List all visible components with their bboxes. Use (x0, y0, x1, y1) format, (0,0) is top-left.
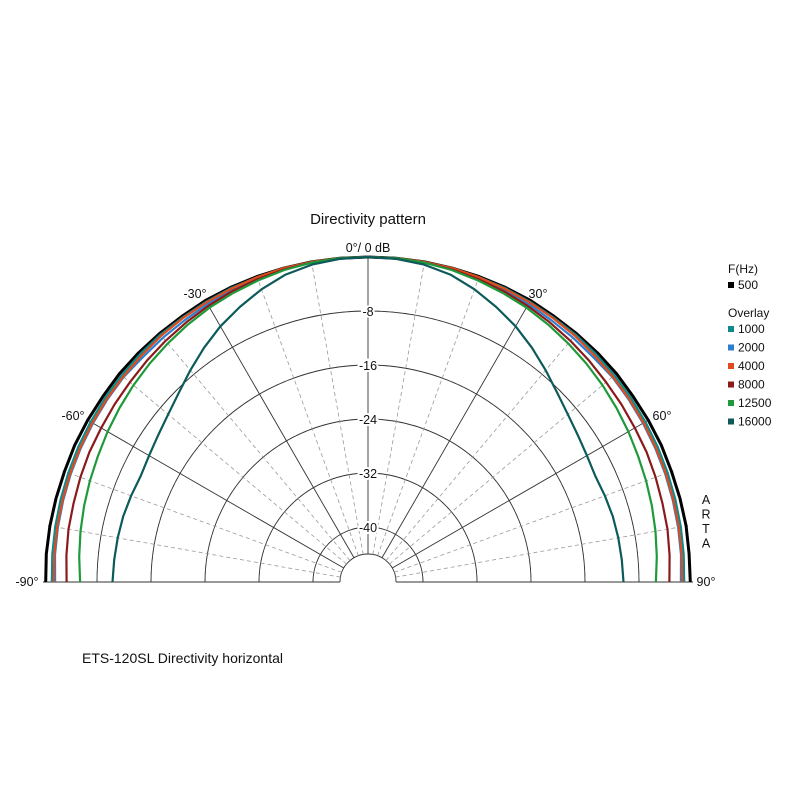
legend-label-12500: 12500 (738, 396, 772, 410)
top-label: 0°/ 0 dB (346, 241, 391, 255)
legend-swatch-2000 (728, 344, 734, 351)
legend-label-16000: 16000 (738, 415, 772, 429)
legend-swatch-12500 (728, 400, 734, 406)
angle-tick-label: 90° (697, 575, 716, 589)
legend-label-500: 500 (738, 278, 758, 292)
grid-spoke-major (392, 419, 650, 569)
chart-title: Directivity pattern (310, 211, 426, 228)
legend-swatch-4000 (728, 363, 734, 369)
angle-tick-label: -90° (15, 575, 38, 589)
grid-spoke-minor (385, 332, 578, 561)
legend-overlay-header: Overlay (728, 306, 769, 320)
grid-spoke-minor (158, 332, 351, 561)
grid-spoke-major (381, 300, 531, 558)
grid-spoke-minor (311, 261, 364, 555)
legend-swatch-500 (728, 282, 734, 288)
polar-grid (43, 257, 693, 583)
legend-swatch-8000 (728, 381, 734, 388)
grid-spoke-minor (394, 470, 674, 573)
grid-spoke-major (86, 419, 344, 569)
legend-header: F(Hz) (728, 262, 758, 276)
angle-tick-label: -30° (183, 287, 206, 301)
side-label-char: T (702, 522, 710, 536)
radial-tick-label: -8 (362, 305, 373, 319)
grid-spoke-minor (47, 525, 341, 578)
legend-label-2000: 2000 (738, 341, 765, 355)
grid-spoke-minor (118, 372, 347, 565)
angle-tick-label: 60° (653, 409, 672, 423)
grid-spoke-major (205, 300, 355, 558)
angle-tick-label: -60° (61, 409, 84, 423)
series-line-16000 (111, 255, 625, 583)
radial-tick-label: -32 (359, 467, 377, 481)
legend-swatch-16000 (728, 418, 734, 425)
grid-spoke-minor (372, 261, 425, 555)
grid-spoke-minor (377, 276, 480, 556)
series-group (44, 255, 692, 583)
radial-tick-label: -24 (359, 413, 377, 427)
side-label-char: A (702, 537, 711, 551)
side-label-char: A (702, 493, 711, 507)
tick-labels: -8 -16 -24 -32 -40 -90° -60° -30° 30° 60° 90° (15, 287, 715, 589)
grid-spoke-minor (62, 470, 342, 573)
legend-swatch-1000 (728, 326, 734, 332)
legend-label-1000: 1000 (738, 322, 765, 336)
angle-tick-label: 30° (529, 287, 548, 301)
caption: ETS-120SL Directivity horizontal (82, 650, 284, 666)
legend-label-4000: 4000 (738, 359, 765, 373)
radial-tick-label: -16 (359, 359, 377, 373)
legend: F(Hz) Overlay 500 1000 2000 4000 8000 12500 16… (728, 262, 772, 429)
legend-label-8000: 8000 (738, 378, 765, 392)
side-label-char: R (701, 508, 710, 522)
grid-spoke-minor (395, 525, 689, 578)
radial-tick-label: -40 (359, 521, 377, 535)
grid-spoke-minor (256, 276, 359, 556)
grid-spoke-minor (389, 372, 618, 565)
